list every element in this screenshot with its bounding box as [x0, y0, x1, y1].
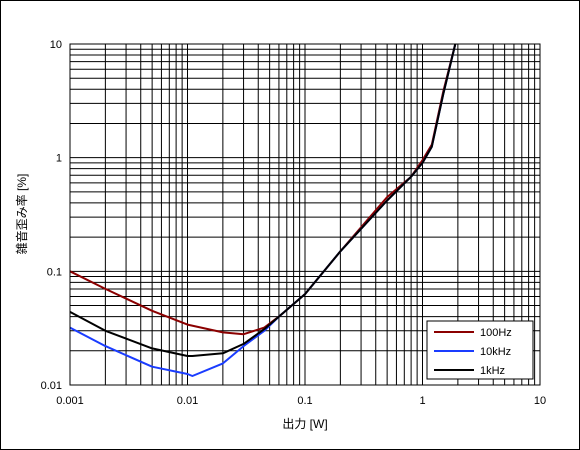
- legend: 100Hz 10kHz 1kHz: [426, 320, 534, 380]
- y-tick-label: 0.1: [47, 266, 62, 278]
- x-axis-label: 出力 [W]: [282, 417, 327, 431]
- legend-label-1khz: 1kHz: [480, 365, 505, 377]
- y-tick-label: 1: [56, 153, 62, 165]
- x-tick-label: 1: [419, 395, 425, 407]
- series-lines: [69, 43, 457, 377]
- x-tick-label: 0.1: [297, 395, 312, 407]
- legend-label-100hz: 100Hz: [480, 327, 512, 339]
- x-tick-label: 10: [534, 395, 546, 407]
- plot-border: [69, 43, 541, 386]
- series-line-1khz: [69, 43, 457, 357]
- legend-label-10khz: 10kHz: [480, 346, 511, 358]
- y-tick-label: 10: [50, 39, 62, 51]
- y-axis-label: 雑音歪み率 [%]: [14, 174, 29, 255]
- tick-labels: 0.001 0.01 0.1 1 10 0.01 0.1 1 10: [41, 39, 547, 407]
- x-tick-label: 0.01: [177, 395, 198, 407]
- x-tick-label: 0.001: [56, 395, 84, 407]
- grid: [70, 44, 540, 385]
- y-tick-label: 0.01: [41, 380, 62, 392]
